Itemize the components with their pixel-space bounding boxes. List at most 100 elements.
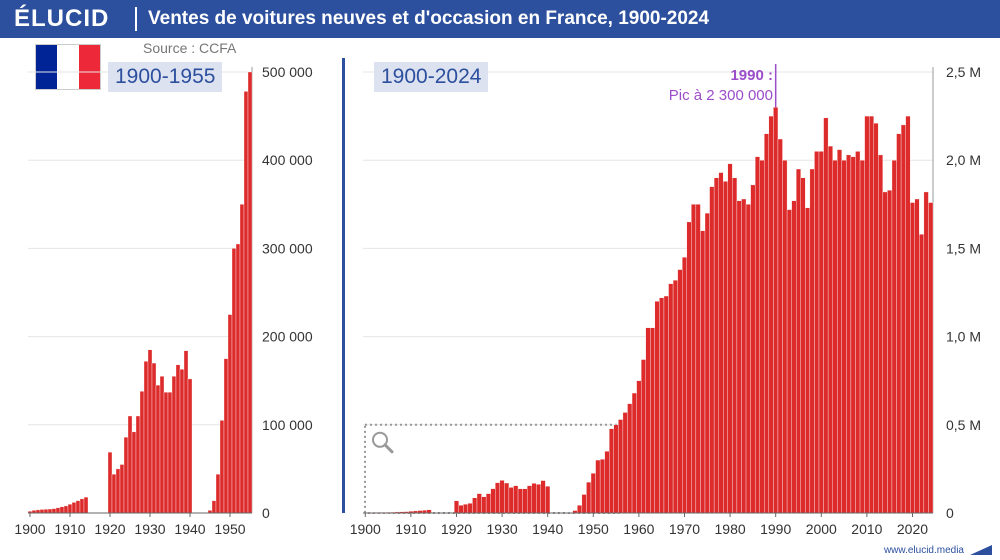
bar-2014 bbox=[882, 191, 888, 514]
bar-1925 bbox=[476, 493, 482, 514]
bar-1929 bbox=[495, 482, 500, 514]
bar-1920 bbox=[107, 451, 113, 514]
bar-1948 bbox=[581, 494, 587, 514]
x-tick-label: 1910 bbox=[395, 521, 426, 537]
elucid-mark-icon bbox=[970, 545, 992, 555]
bar-1928 bbox=[490, 488, 496, 514]
x-tick-label: 1940 bbox=[174, 521, 205, 537]
bar-1999 bbox=[814, 151, 820, 514]
source-label: Source : CCFA bbox=[143, 40, 237, 56]
bar-1934 bbox=[517, 488, 523, 514]
bar-1934 bbox=[163, 391, 169, 514]
bar-1939 bbox=[540, 480, 546, 514]
bar-1922 bbox=[463, 504, 469, 514]
bar-1982 bbox=[736, 200, 742, 514]
bar-1931 bbox=[151, 362, 157, 514]
period-badge-left: 1900-1955 bbox=[108, 62, 223, 92]
bar-1924 bbox=[123, 436, 129, 514]
bar-2012 bbox=[873, 122, 879, 514]
peak-annotation-year: 1990 : bbox=[730, 67, 773, 84]
bar-1974 bbox=[700, 230, 706, 514]
x-tick-label: 1900 bbox=[14, 521, 45, 537]
bar-1920 bbox=[454, 500, 459, 514]
bar-2003 bbox=[832, 160, 838, 514]
bar-1936 bbox=[526, 485, 532, 514]
bar-1910 bbox=[67, 504, 73, 514]
bar-2016 bbox=[891, 160, 897, 514]
bar-1960 bbox=[636, 380, 642, 514]
x-tick-label: 2010 bbox=[851, 521, 882, 537]
bar-1955 bbox=[247, 71, 253, 514]
x-tick-label: 1940 bbox=[532, 521, 563, 537]
bar-1950 bbox=[590, 473, 596, 514]
flag-stripe-white bbox=[57, 45, 79, 89]
bar-1995 bbox=[796, 168, 801, 514]
bar-1914 bbox=[83, 496, 89, 514]
bar-1933 bbox=[159, 376, 165, 514]
bar-1912 bbox=[75, 500, 81, 514]
bar-2023 bbox=[923, 191, 929, 514]
bar-1968 bbox=[672, 279, 678, 514]
bar-2018 bbox=[900, 124, 906, 514]
bar-1958 bbox=[627, 403, 633, 514]
bar-1954 bbox=[609, 428, 614, 514]
bar-1955 bbox=[613, 424, 619, 514]
bar-1966 bbox=[663, 295, 669, 514]
flag-stripe-red bbox=[78, 45, 100, 89]
x-tick-label: 1980 bbox=[715, 521, 746, 537]
x-tick-label: 1910 bbox=[54, 521, 85, 537]
bar-1949 bbox=[586, 481, 592, 514]
bar-2015 bbox=[887, 190, 893, 514]
bar-1954 bbox=[243, 91, 249, 514]
bar-1989 bbox=[768, 115, 774, 514]
x-tick-label: 1970 bbox=[669, 521, 700, 537]
period-badge-right: 1900-2024 bbox=[374, 62, 489, 92]
y-tick-label: 0,5 M bbox=[946, 417, 981, 433]
bar-1952 bbox=[599, 459, 605, 514]
bar-1984 bbox=[745, 204, 751, 514]
bar-1952 bbox=[235, 243, 241, 514]
bar-1921 bbox=[111, 474, 117, 514]
peak-annotation-value: Pic à 2 300 000 bbox=[668, 87, 773, 104]
bar-2006 bbox=[846, 154, 852, 514]
bar-1904 bbox=[43, 509, 49, 514]
bar-1926 bbox=[481, 496, 487, 514]
bar-2013 bbox=[878, 154, 884, 514]
bar-1909 bbox=[63, 505, 69, 514]
bar-1940 bbox=[187, 378, 193, 514]
bar-1926 bbox=[131, 431, 137, 514]
bar-1937 bbox=[531, 483, 537, 514]
bar-1967 bbox=[668, 283, 674, 514]
y-tick-label: 100 000 bbox=[262, 417, 313, 433]
bar-2020 bbox=[910, 202, 915, 514]
bar-1972 bbox=[691, 204, 697, 514]
bar-1961 bbox=[640, 359, 646, 514]
bar-1927 bbox=[135, 415, 141, 514]
bar-1962 bbox=[645, 327, 651, 514]
bar-2021 bbox=[914, 198, 920, 514]
bar-1929 bbox=[143, 361, 149, 514]
bar-1988 bbox=[764, 133, 770, 514]
bar-1903 bbox=[39, 509, 45, 514]
magnifier-icon bbox=[372, 431, 394, 454]
bar-1969 bbox=[677, 269, 683, 514]
bar-2007 bbox=[850, 156, 856, 514]
bar-1981 bbox=[732, 177, 738, 514]
y-tick-label: 2,5 M bbox=[946, 64, 981, 80]
footer-url: www.elucid.media bbox=[883, 545, 964, 556]
bar-1932 bbox=[508, 487, 514, 514]
x-tick-label: 1920 bbox=[441, 521, 472, 537]
bar-1922 bbox=[115, 468, 121, 514]
bar-1927 bbox=[485, 493, 491, 514]
bar-1932 bbox=[155, 384, 161, 514]
bar-1986 bbox=[754, 156, 760, 514]
panel-divider bbox=[342, 58, 345, 513]
bar-1980 bbox=[727, 163, 733, 514]
bar-1991 bbox=[777, 138, 783, 514]
bar-1964 bbox=[654, 301, 660, 514]
bar-1983 bbox=[741, 198, 747, 514]
x-tick-label: 1920 bbox=[94, 521, 125, 537]
bar-2009 bbox=[859, 160, 865, 514]
bar-1931 bbox=[504, 482, 510, 514]
elucid-logo: ÉLUCID bbox=[14, 5, 110, 32]
